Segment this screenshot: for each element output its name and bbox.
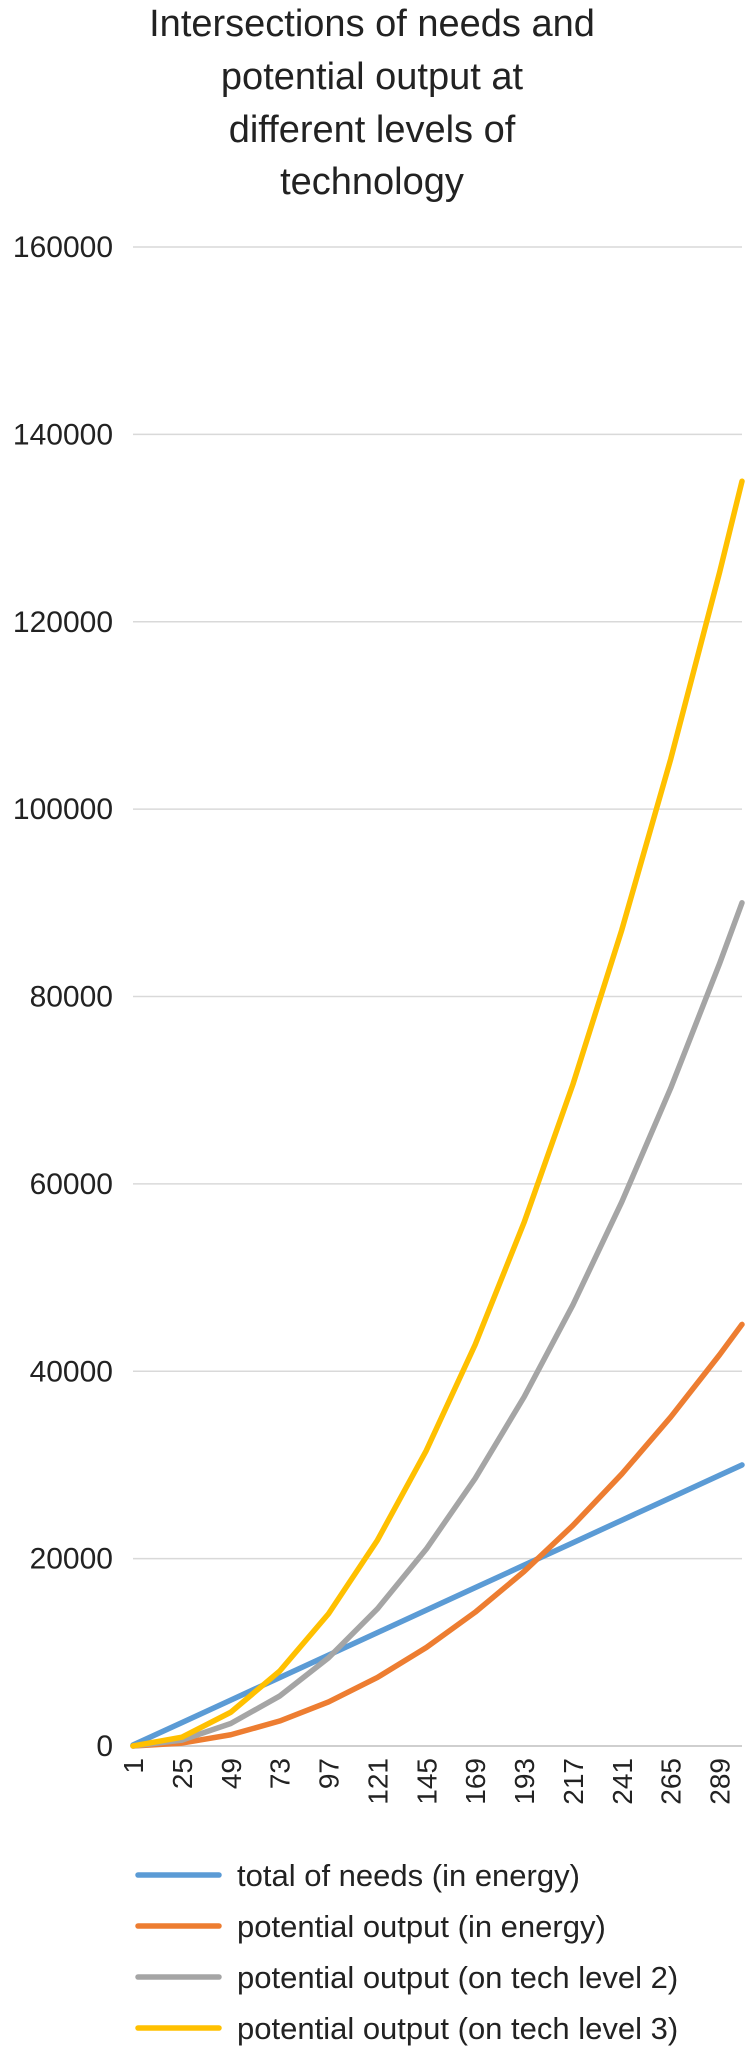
chart-title: Intersections of needs and potential out… [149, 3, 595, 203]
legend-label-1: total of needs (in energy) [237, 1858, 580, 1893]
x-tick-label: 121 [362, 1758, 393, 1805]
y-tick-label: 80000 [30, 981, 113, 1014]
series-line-4 [130, 478, 745, 1749]
x-tick-label: 49 [216, 1758, 247, 1789]
x-tick-label: 145 [411, 1758, 442, 1805]
gridlines [133, 246, 742, 1747]
chart-title-line-3: different levels of [229, 109, 516, 151]
x-axis-ticks: 1 25 49 73 97 121 145 169 193 217 241 265 289 [118, 1758, 736, 1805]
series-lines [130, 478, 745, 1749]
chart-title-line-4: technology [280, 161, 464, 203]
x-tick-label: 97 [314, 1758, 345, 1789]
x-tick-label: 193 [509, 1758, 540, 1805]
y-tick-label: 40000 [30, 1355, 113, 1388]
y-tick-label: 20000 [30, 1543, 113, 1576]
x-tick-label: 73 [265, 1758, 296, 1789]
legend-label-2: potential output (in energy) [237, 1909, 606, 1944]
x-tick-label: 241 [607, 1758, 638, 1805]
y-axis-ticks: 0 20000 40000 60000 80000 100000 120000 140000 1… [13, 231, 113, 1763]
y-tick-label: 100000 [13, 793, 113, 826]
x-tick-label: 25 [167, 1758, 198, 1789]
x-tick-label: 217 [558, 1758, 589, 1805]
y-tick-label: 160000 [13, 231, 113, 264]
x-tick-label: 1 [118, 1758, 149, 1774]
y-tick-label: 120000 [13, 606, 113, 639]
series-line-2 [130, 1321, 745, 1749]
x-tick-label: 265 [656, 1758, 687, 1805]
series-line-3 [130, 900, 745, 1749]
legend-label-4: potential output (on tech level 3) [237, 2011, 678, 2046]
chart-title-line-2: potential output at [221, 56, 524, 98]
y-tick-label: 0 [96, 1730, 113, 1763]
x-tick-label: 289 [705, 1758, 736, 1805]
y-tick-label: 140000 [13, 418, 113, 451]
chart-title-line-1: Intersections of needs and [149, 3, 595, 45]
y-tick-label: 60000 [30, 1168, 113, 1201]
x-tick-label: 169 [460, 1758, 491, 1805]
legend: total of needs (in energy) potential outp… [135, 1858, 678, 2046]
legend-label-3: potential output (on tech level 2) [237, 1960, 678, 1995]
series-line-1 [130, 1462, 745, 1748]
